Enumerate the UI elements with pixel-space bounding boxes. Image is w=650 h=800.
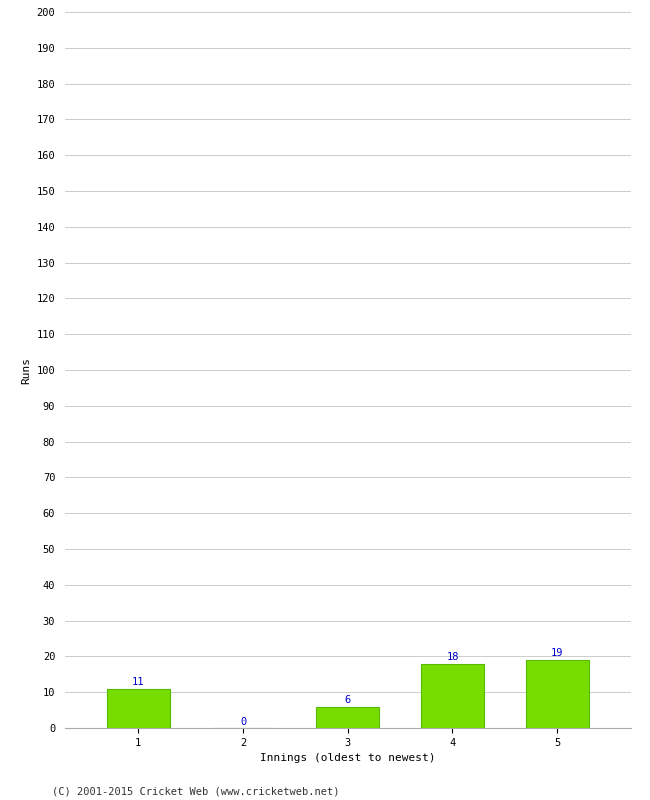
- Bar: [107, 689, 170, 728]
- X-axis label: Innings (oldest to newest): Innings (oldest to newest): [260, 754, 436, 763]
- Bar: [317, 706, 379, 728]
- Text: 6: 6: [344, 694, 351, 705]
- Bar: [421, 663, 484, 728]
- Text: 19: 19: [551, 648, 564, 658]
- Bar: [526, 660, 589, 728]
- Y-axis label: Runs: Runs: [21, 357, 31, 383]
- Text: 11: 11: [132, 677, 144, 687]
- Text: (C) 2001-2015 Cricket Web (www.cricketweb.net): (C) 2001-2015 Cricket Web (www.cricketwe…: [52, 786, 339, 796]
- Text: 18: 18: [446, 652, 459, 662]
- Text: 0: 0: [240, 717, 246, 727]
